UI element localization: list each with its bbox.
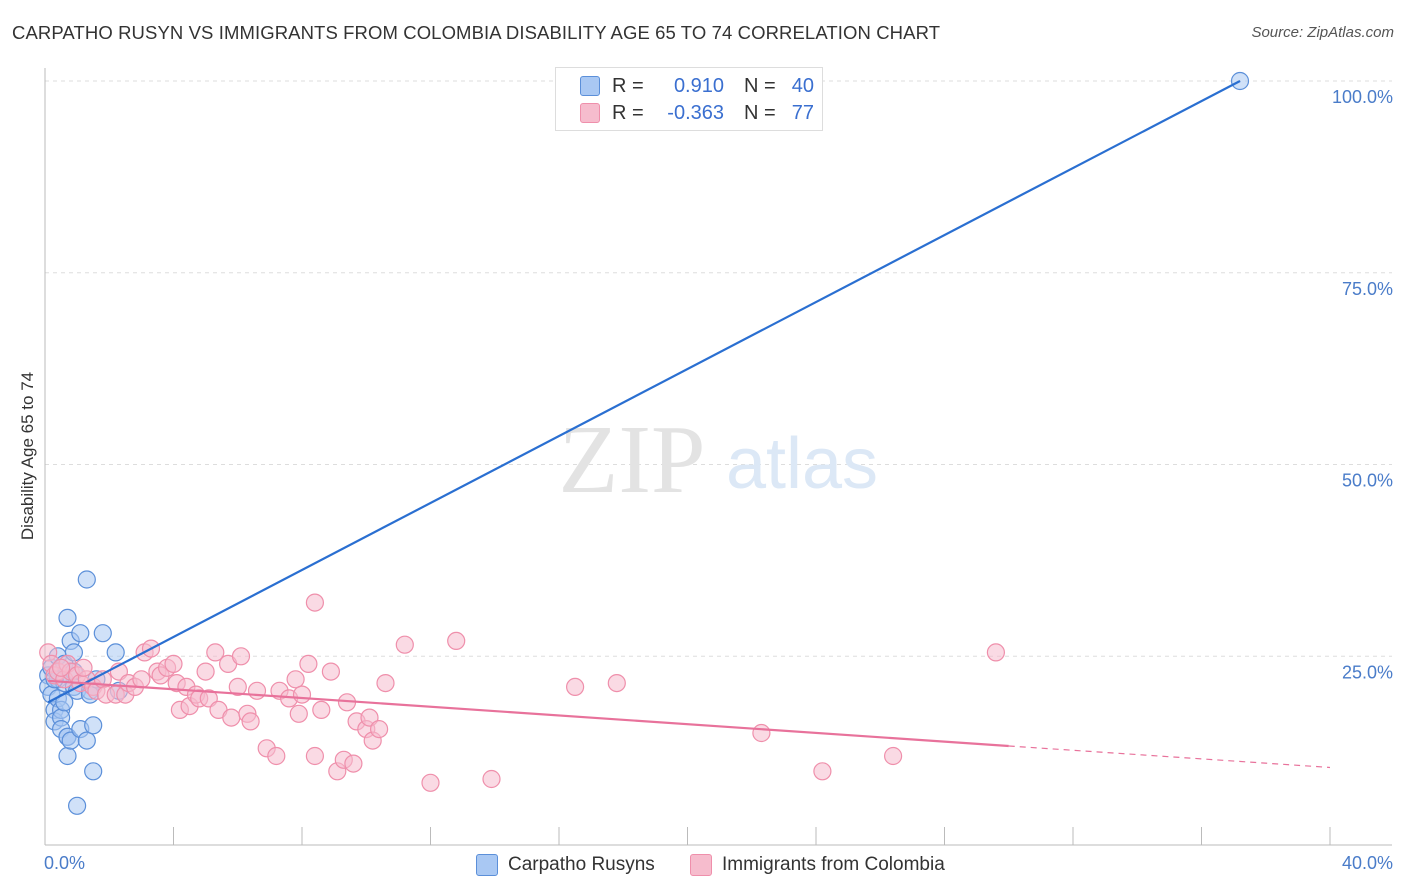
data-point-colombia: [164, 654, 183, 674]
watermark: ZIP atlas: [559, 406, 879, 514]
data-point-colombia: [344, 754, 363, 773]
data-point-colombia: [132, 670, 151, 689]
axes: [44, 68, 1392, 846]
data-point-carpatho: [93, 624, 112, 643]
data-point-colombia: [292, 685, 312, 704]
trend-line-carpatho: [47, 80, 1241, 704]
legend-n-value: 40: [791, 74, 814, 97]
data-point-carpatho: [106, 643, 125, 662]
trend-lines: [47, 80, 1331, 769]
data-point-colombia: [312, 700, 331, 720]
data-point-carpatho: [67, 796, 87, 815]
legend-row-carpatho: R = 0.910 N = 40: [580, 74, 814, 98]
legend-swatch-pink: [580, 103, 600, 123]
data-point-carpatho: [77, 570, 96, 589]
data-point-carpatho: [58, 608, 77, 628]
data-point-colombia: [565, 677, 585, 697]
data-point-carpatho: [71, 624, 90, 643]
data-point-colombia: [267, 746, 286, 766]
data-point-colombia: [883, 746, 903, 766]
trend-line-colombia-extrapolated: [1008, 745, 1331, 769]
y-tick-label: 100.0%: [1332, 87, 1393, 107]
data-point-colombia: [286, 670, 305, 689]
data-point-colombia: [222, 708, 241, 727]
legend-n-value: 77: [791, 101, 814, 124]
legend-row-colombia: R = -0.363 N = 77: [580, 101, 814, 125]
data-point-colombia: [986, 643, 1006, 662]
legend-n-label: N =: [744, 74, 776, 97]
data-point-colombia: [74, 658, 93, 677]
data-point-colombia: [813, 762, 832, 781]
legend-swatch-pink: [690, 854, 712, 876]
data-point-colombia: [228, 677, 247, 697]
x-tick-label: 40.0%: [1342, 853, 1393, 873]
x-tick-label: 0.0%: [44, 853, 85, 873]
chart-title: CARPATHO RUSYN VS IMMIGRANTS FROM COLOMB…: [12, 22, 941, 43]
legend-n-label: N =: [744, 101, 776, 124]
legend-item-carpatho: Carpatho Rusyns: [476, 852, 655, 878]
data-point-colombia: [421, 773, 440, 792]
data-point-colombia: [299, 654, 318, 674]
data-point-colombia: [241, 712, 260, 731]
watermark-zip: ZIP: [559, 406, 706, 514]
data-point-colombia: [447, 631, 466, 651]
data-point-colombia: [305, 746, 324, 766]
legend-swatch-blue: [580, 76, 600, 96]
data-point-colombia: [370, 719, 389, 739]
watermark-atlas: atlas: [726, 424, 878, 504]
legend-label-carpatho: Carpatho Rusyns: [508, 854, 655, 875]
data-point-carpatho: [58, 746, 77, 766]
data-point-colombia: [395, 635, 414, 654]
legend-item-colombia: Immigrants from Colombia: [690, 852, 945, 878]
data-point-colombia: [51, 658, 71, 677]
legend-r-value: -0.363: [667, 101, 724, 124]
data-point-colombia: [289, 704, 308, 723]
trend-line-colombia: [48, 679, 1009, 748]
data-point-carpatho: [77, 731, 96, 750]
y-tick-label: 50.0%: [1342, 471, 1393, 491]
data-point-colombia: [482, 769, 501, 789]
data-point-colombia: [196, 662, 215, 681]
y-tick-label: 25.0%: [1342, 662, 1393, 682]
legend-swatch-blue: [476, 854, 498, 876]
data-point-colombia: [231, 647, 251, 666]
data-point-colombia: [247, 681, 267, 700]
legend-r-value: 0.910: [673, 74, 724, 97]
legend-r-label: R =: [612, 101, 644, 124]
data-point-colombia: [206, 643, 225, 662]
data-point-colombia: [607, 673, 626, 693]
y-tick-label: 75.0%: [1342, 279, 1393, 299]
data-point-colombia: [376, 673, 395, 693]
legend-label-colombia: Immigrants from Colombia: [722, 854, 945, 875]
legend-r-label: R =: [612, 74, 644, 97]
data-point-carpatho: [84, 716, 103, 735]
y-axis-title: Disability Age 65 to 74: [18, 372, 37, 540]
axis-labels: 25.0% 50.0% 75.0% 100.0% 0.0% 40.0% Disability…: [18, 87, 1393, 873]
data-point-colombia: [321, 662, 340, 681]
gridlines: [45, 80, 1392, 657]
legend-box: R = 0.910 N = 40 R = -0.363 N = 77: [555, 67, 823, 131]
data-point-colombia: [305, 593, 324, 612]
source-label: Source: ZipAtlas.com: [1251, 24, 1394, 41]
data-point-colombia: [752, 723, 771, 743]
data-point-carpatho: [84, 762, 103, 781]
